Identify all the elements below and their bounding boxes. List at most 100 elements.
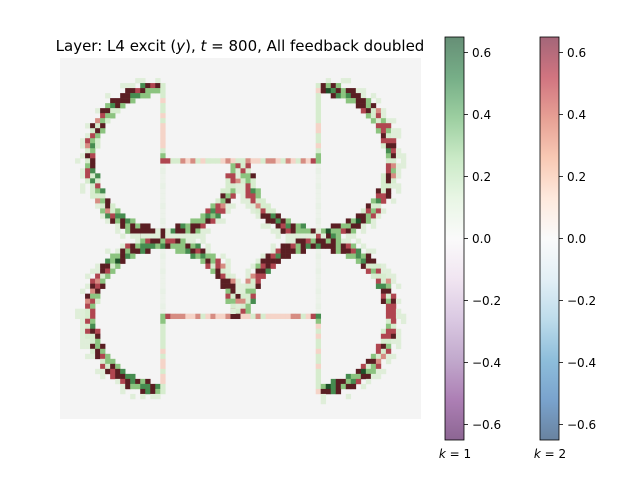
heatmap-cell — [240, 163, 246, 169]
heatmap-cell — [310, 243, 316, 249]
colorbar-k2-tick-label: 0.4 — [567, 108, 586, 122]
heatmap-cell — [370, 223, 377, 229]
heatmap-cell — [265, 208, 271, 214]
heatmap-cell — [90, 173, 96, 179]
heatmap-cell — [350, 373, 357, 380]
heatmap-cell — [365, 358, 372, 365]
heatmap-cell — [130, 383, 136, 390]
heatmap-cell — [385, 153, 392, 159]
heatmap-cell — [135, 228, 141, 234]
heatmap-cell — [300, 243, 306, 249]
heatmap-cell — [215, 213, 221, 219]
heatmap-cell — [260, 263, 266, 269]
heatmap-cell — [130, 393, 136, 400]
heatmap-cell — [375, 283, 382, 289]
heatmap-cell — [290, 313, 296, 320]
heatmap-cell — [355, 223, 362, 229]
heatmap-cell — [185, 238, 191, 244]
heatmap-cell — [335, 83, 342, 89]
heatmap-cell — [160, 118, 166, 124]
heatmap-cell — [110, 108, 116, 114]
heatmap-cell — [375, 213, 382, 219]
heatmap-cell — [190, 223, 196, 229]
heatmap-cell — [160, 253, 166, 259]
heatmap-cell — [155, 83, 161, 89]
heatmap-cell — [130, 243, 136, 249]
heatmap-cell — [385, 323, 392, 330]
heatmap-cell — [250, 193, 256, 199]
heatmap-cell — [90, 138, 96, 144]
heatmap-cell — [380, 343, 387, 350]
heatmap-cell — [390, 133, 397, 139]
heatmap-cell — [100, 363, 106, 370]
heatmap-cell — [270, 313, 276, 320]
heatmap-cell — [395, 283, 402, 289]
heatmap-cell — [275, 248, 281, 254]
heatmap-cell — [165, 313, 171, 320]
heatmap-cell — [185, 228, 191, 234]
heatmap-cell — [275, 213, 281, 219]
heatmap-cell — [160, 113, 166, 119]
heatmap-cell — [295, 243, 301, 249]
heatmap-cell — [230, 278, 236, 284]
colorbar-k1-label: k = 1 — [439, 447, 471, 461]
heatmap-cell — [105, 248, 111, 254]
heatmap-cell — [240, 198, 246, 204]
heatmap-cell — [380, 338, 387, 345]
heatmap-cell — [380, 293, 387, 299]
heatmap-cell — [275, 228, 281, 234]
heatmap-cell — [250, 298, 256, 304]
heatmap-cell — [245, 283, 251, 289]
heatmap-cell — [225, 313, 231, 320]
heatmap-cell — [375, 343, 382, 350]
heatmap-cell — [155, 233, 161, 239]
heatmap-cell — [320, 388, 327, 395]
heatmap-cell — [225, 258, 231, 264]
heatmap-cell — [105, 368, 111, 375]
heatmap-cell — [290, 223, 296, 229]
heatmap-cell — [145, 238, 151, 244]
heatmap-cell — [385, 148, 392, 154]
heatmap-cell — [270, 253, 276, 259]
heatmap-cell — [315, 263, 322, 269]
heatmap-cell — [125, 248, 131, 254]
heatmap-cell — [100, 263, 106, 269]
heatmap-cell — [355, 378, 362, 385]
heatmap-cell — [155, 78, 161, 84]
heatmap-cell — [385, 358, 392, 365]
heatmap-cell — [340, 78, 347, 84]
colorbar-k1-tick-label: 0.4 — [472, 108, 491, 122]
chart-title: Layer: L4 excit (y), t = 800, All feedba… — [56, 37, 425, 55]
heatmap-cell — [295, 158, 301, 164]
heatmap-cell — [315, 128, 322, 134]
heatmap-cell — [80, 343, 86, 350]
heatmap-cell — [175, 313, 181, 320]
heatmap-cell — [160, 103, 166, 109]
heatmap-cell — [345, 93, 352, 99]
heatmap-cell — [255, 258, 261, 264]
heatmap-cell — [365, 363, 372, 370]
heatmap-cell — [305, 313, 311, 320]
heatmap-cell — [180, 248, 186, 254]
heatmap-cell — [105, 108, 111, 114]
heatmap-cell — [160, 258, 166, 264]
heatmap-cell — [155, 243, 161, 249]
heatmap-cell — [390, 148, 397, 154]
heatmap-cell — [250, 208, 256, 214]
heatmap-cell — [370, 208, 377, 214]
heatmap-cell — [125, 223, 131, 229]
heatmap-cell — [380, 193, 387, 199]
heatmap-cell — [120, 93, 126, 99]
heatmap-cell — [390, 143, 397, 149]
heatmap-cell — [245, 168, 251, 174]
heatmap-cell — [90, 128, 96, 134]
heatmap-cell — [160, 228, 166, 234]
heatmap-cell — [315, 268, 322, 274]
heatmap-cell — [120, 218, 126, 224]
heatmap-cell — [375, 373, 382, 380]
heatmap-cell — [295, 223, 301, 229]
heatmap-cell — [140, 78, 146, 84]
heatmap-cell — [365, 258, 372, 264]
heatmap-cell — [400, 163, 407, 169]
heatmap-cell — [185, 158, 191, 164]
